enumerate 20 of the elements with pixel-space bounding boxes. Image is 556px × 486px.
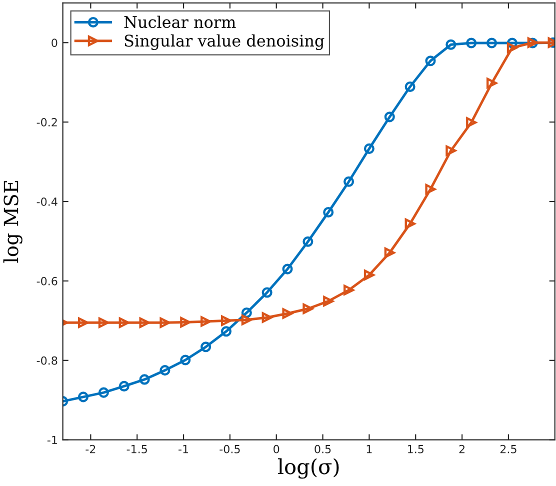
x-tick-label: 2.5 [500,444,516,454]
x-tick-label: 1 [366,445,372,454]
x-tick-label: 1.5 [408,445,424,454]
y-tick-label: -0.2 [36,118,57,126]
x-tick-label: -0.5 [220,444,240,454]
x-tick-label: -1 [178,445,188,454]
y-tick-label: -0.4 [36,197,58,206]
y-tick-label: 0 [52,38,58,48]
y-tick-label: -0.8 [36,356,58,365]
x-tick-label: -1.5 [126,445,147,454]
legend-label: Nuclear norm [124,16,236,28]
y-tick-label: -0.6 [36,276,58,286]
x-tick-label: 0 [274,444,280,454]
x-axis-title: log(σ) [278,458,339,479]
x-tick-label: -2 [86,444,96,454]
x-tick-label: 2 [459,444,464,454]
legend-label: Singular value denoising [124,34,324,50]
x-tick-label: 0.5 [314,444,331,454]
y-tick-label: -1 [47,436,57,444]
y-axis-title: log MSE [3,180,22,263]
